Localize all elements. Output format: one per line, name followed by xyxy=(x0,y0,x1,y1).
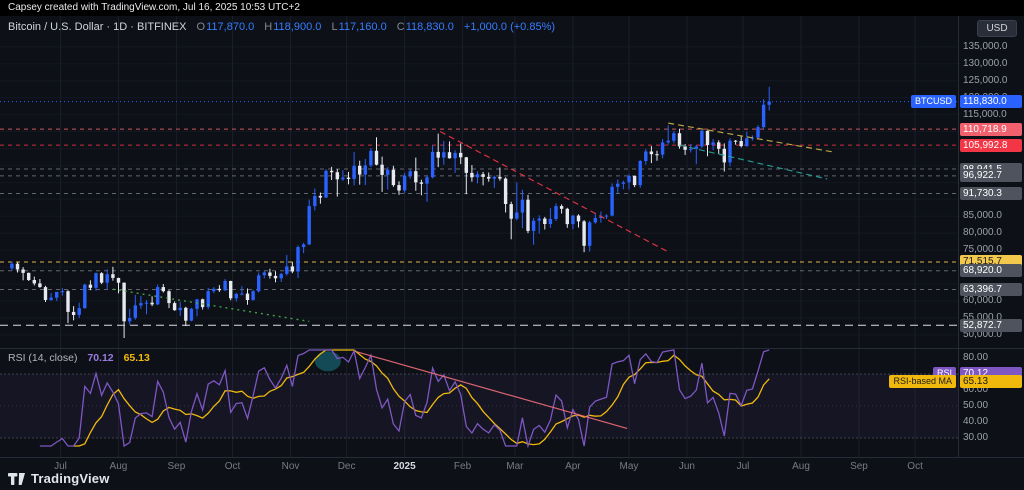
currency-usd-button[interactable]: USD xyxy=(977,20,1017,37)
rsi-title[interactable]: RSI (14, close) xyxy=(8,352,77,364)
tradingview-logo-icon xyxy=(8,473,25,485)
high-value: 118,900.0 xyxy=(273,21,321,33)
attribution-bar: Capsey created with TradingView.com, Jul… xyxy=(0,0,1024,16)
chart-canvas[interactable] xyxy=(0,0,1024,490)
rsi-legend: RSI (14, close) 70.12 65.13 xyxy=(8,352,150,364)
tradingview-chart-screenshot: Capsey created with TradingView.com, Jul… xyxy=(0,0,1024,490)
low-label: L xyxy=(331,21,337,33)
rsi-value: 70.12 xyxy=(87,352,113,364)
open-value: 117,870.0 xyxy=(206,21,254,33)
open-label: O xyxy=(197,21,206,33)
symbol-legend: Bitcoin / U.S. Dollar · 1D · BITFINEX O1… xyxy=(8,21,555,33)
close-label: C xyxy=(397,21,405,33)
high-label: H xyxy=(264,21,272,33)
attribution-text: Capsey created with TradingView.com, Jul… xyxy=(8,2,300,13)
tradingview-logo[interactable]: TradingView xyxy=(8,471,110,486)
price-axis[interactable] xyxy=(958,16,1024,457)
time-axis[interactable] xyxy=(0,457,1024,490)
rsi-ma-value: 65.13 xyxy=(124,352,150,364)
close-value: 118,830.0 xyxy=(406,21,454,33)
change-value: +1,000.0 (+0.85%) xyxy=(464,21,555,33)
symbol-title[interactable]: Bitcoin / U.S. Dollar · 1D · BITFINEX xyxy=(8,21,186,33)
low-value: 117,160.0 xyxy=(339,21,387,33)
tradingview-logo-text: TradingView xyxy=(31,471,110,486)
